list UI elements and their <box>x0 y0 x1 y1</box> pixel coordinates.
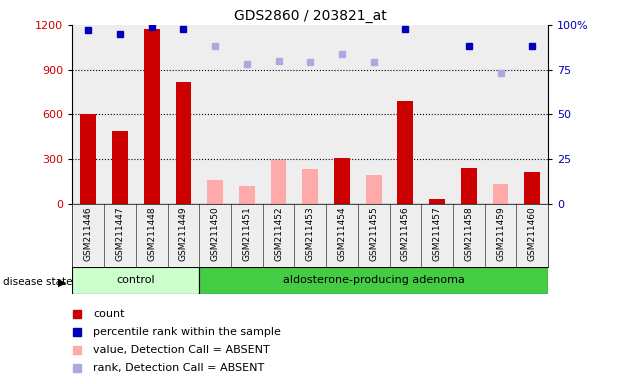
Bar <box>461 168 477 204</box>
Bar <box>144 29 159 204</box>
Text: percentile rank within the sample: percentile rank within the sample <box>93 327 282 337</box>
Text: GSM211452: GSM211452 <box>274 207 283 262</box>
Text: aldosterone-producing adenoma: aldosterone-producing adenoma <box>283 275 465 285</box>
Text: GSM211454: GSM211454 <box>338 207 346 262</box>
Bar <box>398 101 413 204</box>
Bar <box>199 267 548 294</box>
Text: GSM211459: GSM211459 <box>496 207 505 262</box>
Text: GSM211450: GSM211450 <box>210 207 220 262</box>
Text: GSM211449: GSM211449 <box>179 207 188 262</box>
Bar <box>493 184 508 204</box>
Bar <box>429 199 445 204</box>
Text: ▶: ▶ <box>57 277 66 287</box>
Text: disease state: disease state <box>3 277 72 287</box>
Text: GSM211447: GSM211447 <box>115 207 125 262</box>
Title: GDS2860 / 203821_at: GDS2860 / 203821_at <box>234 8 387 23</box>
Bar <box>207 180 223 204</box>
Bar <box>366 174 382 204</box>
Text: GSM211453: GSM211453 <box>306 207 315 262</box>
Bar <box>302 169 318 204</box>
Text: GSM211446: GSM211446 <box>84 207 93 262</box>
Text: value, Detection Call = ABSENT: value, Detection Call = ABSENT <box>93 344 270 354</box>
Text: control: control <box>117 275 155 285</box>
Bar <box>239 186 255 204</box>
Text: rank, Detection Call = ABSENT: rank, Detection Call = ABSENT <box>93 363 265 373</box>
Text: GSM211455: GSM211455 <box>369 207 378 262</box>
Bar <box>81 114 96 204</box>
Bar <box>271 161 287 204</box>
Bar <box>334 158 350 204</box>
Text: GSM211456: GSM211456 <box>401 207 410 262</box>
Text: GSM211457: GSM211457 <box>433 207 442 262</box>
Text: GSM211451: GSM211451 <box>243 207 251 262</box>
Text: GSM211448: GSM211448 <box>147 207 156 262</box>
Text: GSM211458: GSM211458 <box>464 207 473 262</box>
Bar <box>524 172 540 204</box>
Bar <box>176 81 192 204</box>
Bar <box>112 131 128 204</box>
Text: count: count <box>93 309 125 319</box>
Bar <box>72 267 199 294</box>
Text: GSM211460: GSM211460 <box>528 207 537 262</box>
